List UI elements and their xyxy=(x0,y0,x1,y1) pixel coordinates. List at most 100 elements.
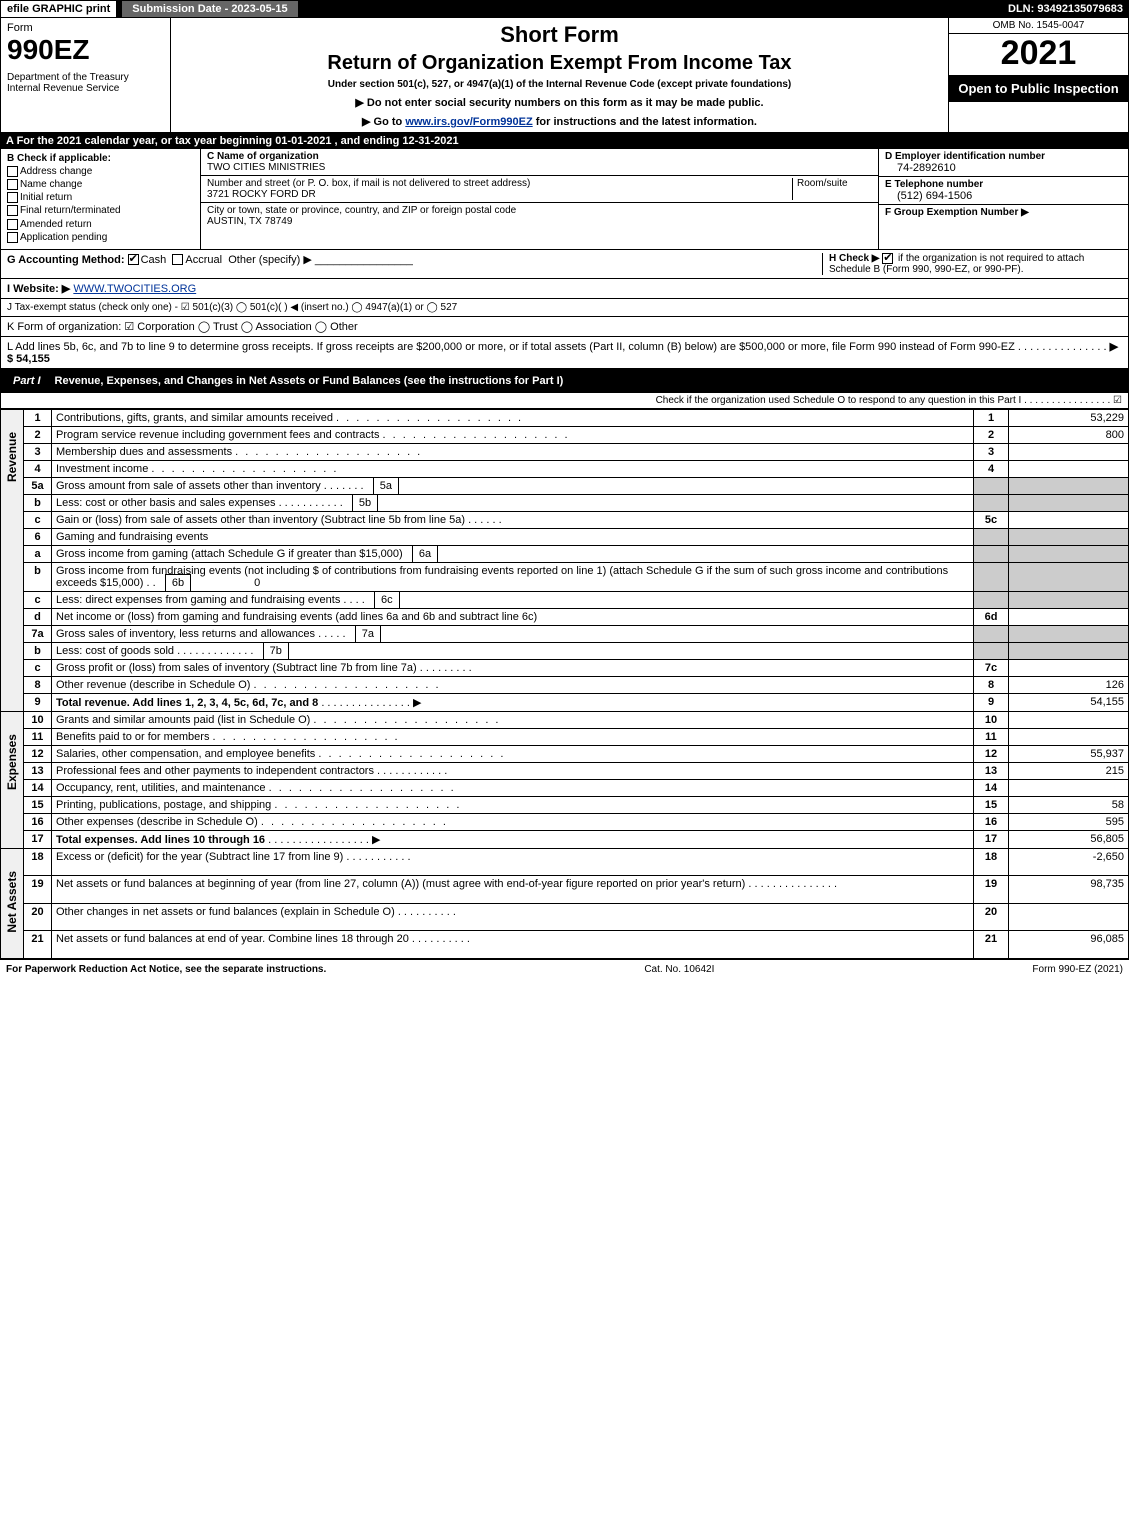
subline: 7a xyxy=(355,625,381,643)
line-desc: Gaming and fundraising events xyxy=(52,528,974,545)
cb-label: Final return/terminated xyxy=(20,206,121,217)
phone-value: (512) 694-1506 xyxy=(885,190,1122,202)
instr2-post: for instructions and the latest informat… xyxy=(533,116,757,128)
line-num: 18 xyxy=(974,848,1009,875)
line-num: 1 xyxy=(974,409,1009,426)
cash-label: Cash xyxy=(141,254,167,266)
org-name: TWO CITIES MINISTRIES xyxy=(207,162,325,173)
line-desc: Net income or (loss) from gaming and fun… xyxy=(52,608,974,625)
line-desc: Salaries, other compensation, and employ… xyxy=(56,748,315,760)
g-label: G Accounting Method: xyxy=(7,254,125,266)
e-row: E Telephone number (512) 694-1506 xyxy=(879,177,1128,205)
subline: 5a xyxy=(373,477,399,495)
room-label: Room/suite xyxy=(797,178,848,189)
part1-sub: Check if the organization used Schedule … xyxy=(0,393,1129,409)
line-num: 21 xyxy=(974,931,1009,958)
b-label: B Check if applicable: xyxy=(7,153,194,164)
c-name-row: C Name of organization TWO CITIES MINIST… xyxy=(201,149,878,176)
cb-initial-return[interactable]: Initial return xyxy=(7,192,194,203)
open-inspection: Open to Public Inspection xyxy=(949,75,1128,102)
line-desc: Printing, publications, postage, and shi… xyxy=(56,799,271,811)
subval: 0 xyxy=(200,577,260,589)
line-num: 14 xyxy=(974,779,1009,796)
other-label: Other (specify) ▶ xyxy=(228,254,312,266)
line-num: 11 xyxy=(974,728,1009,745)
cb-application-pending[interactable]: Application pending xyxy=(7,232,194,243)
line-amt: 56,805 xyxy=(1009,830,1129,848)
row-k: K Form of organization: ☑ Corporation ◯ … xyxy=(0,317,1129,337)
i-label: I Website: ▶ xyxy=(7,283,70,295)
row-i: I Website: ▶ WWW.TWOCITIES.ORG xyxy=(0,279,1129,299)
cb-cash[interactable] xyxy=(128,254,139,265)
line-desc: Benefits paid to or for members xyxy=(56,731,209,743)
cb-label: Amended return xyxy=(20,219,92,230)
department: Department of the Treasury Internal Reve… xyxy=(7,72,164,94)
c-street-label: Number and street (or P. O. box, if mail… xyxy=(207,178,530,189)
cb-label: Initial return xyxy=(20,192,72,203)
efile-label: efile GRAPHIC print xyxy=(0,0,117,18)
line-num: 4 xyxy=(974,460,1009,477)
form-word: Form xyxy=(7,22,164,34)
main-title: Return of Organization Exempt From Incom… xyxy=(177,52,942,75)
line-amt: 58 xyxy=(1009,796,1129,813)
subtitle: Under section 501(c), 527, or 4947(a)(1)… xyxy=(177,79,942,90)
irs-link[interactable]: www.irs.gov/Form990EZ xyxy=(405,116,532,128)
line-amt: 126 xyxy=(1009,676,1129,693)
line-desc: Gross amount from sale of assets other t… xyxy=(56,480,321,492)
subline: 7b xyxy=(263,642,289,660)
line-num: 3 xyxy=(974,443,1009,460)
row-l: L Add lines 5b, 6c, and 7b to line 9 to … xyxy=(0,337,1129,369)
subline: 6b xyxy=(165,574,191,592)
instruction-2: ▶ Go to www.irs.gov/Form990EZ for instru… xyxy=(177,115,942,128)
line-desc: Program service revenue including govern… xyxy=(56,429,379,441)
row-gh: G Accounting Method: Cash Accrual Other … xyxy=(0,250,1129,279)
line-desc: Net assets or fund balances at end of ye… xyxy=(56,933,409,945)
cb-accrual[interactable] xyxy=(172,254,183,265)
cb-final-return[interactable]: Final return/terminated xyxy=(7,205,194,216)
top-bar: efile GRAPHIC print Submission Date - 20… xyxy=(0,0,1129,18)
line-num: 19 xyxy=(974,876,1009,903)
line-desc: Gross profit or (loss) from sales of inv… xyxy=(56,662,417,674)
cb-label: Address change xyxy=(20,166,92,177)
submission-date: Submission Date - 2023-05-15 xyxy=(122,1,297,17)
line-desc: Gross income from gaming (attach Schedul… xyxy=(56,548,403,560)
line-desc: Less: cost of goods sold xyxy=(56,645,174,657)
subline: 5b xyxy=(352,494,378,512)
h-label: H Check ▶ xyxy=(829,253,879,264)
cb-address-change[interactable]: Address change xyxy=(7,166,194,177)
line-desc: Gain or (loss) from sale of assets other… xyxy=(56,514,465,526)
tax-year: 2021 xyxy=(949,34,1128,73)
section-bcdef: B Check if applicable: Address change Na… xyxy=(0,149,1129,250)
line-desc: Less: cost or other basis and sales expe… xyxy=(56,497,276,509)
line-desc: Membership dues and assessments xyxy=(56,446,232,458)
line-amt: 55,937 xyxy=(1009,745,1129,762)
part1-sub-text: Check if the organization used Schedule … xyxy=(656,395,1022,406)
line-amt: 595 xyxy=(1009,813,1129,830)
line-desc: Other revenue (describe in Schedule O) xyxy=(56,679,250,691)
cb-amended-return[interactable]: Amended return xyxy=(7,219,194,230)
instruction-1: ▶ Do not enter social security numbers o… xyxy=(177,96,942,109)
expenses-rotated: Expenses xyxy=(5,714,19,810)
line-num: 7c xyxy=(974,659,1009,676)
org-street: 3721 ROCKY FORD DR xyxy=(207,189,316,200)
subline: 6a xyxy=(412,545,438,563)
part1-header: Part I Revenue, Expenses, and Changes in… xyxy=(0,369,1129,393)
website-link[interactable]: WWW.TWOCITIES.ORG xyxy=(73,283,196,295)
line-num: 6d xyxy=(974,608,1009,625)
cb-h[interactable] xyxy=(882,253,893,264)
line-amt: 53,229 xyxy=(1009,409,1129,426)
line-amt xyxy=(1009,460,1129,477)
lines-table: Revenue 1Contributions, gifts, grants, a… xyxy=(0,409,1129,959)
line-num: 10 xyxy=(974,711,1009,728)
line-num: 5c xyxy=(974,511,1009,528)
org-city: AUSTIN, TX 78749 xyxy=(207,216,292,227)
line-desc: Excess or (deficit) for the year (Subtra… xyxy=(56,851,343,863)
cb-name-change[interactable]: Name change xyxy=(7,179,194,190)
line-num: 15 xyxy=(974,796,1009,813)
line-desc: Investment income xyxy=(56,463,148,475)
line-num: 12 xyxy=(974,745,1009,762)
line-desc: Professional fees and other payments to … xyxy=(56,765,374,777)
line-desc: Other expenses (describe in Schedule O) xyxy=(56,816,258,828)
form-number: 990EZ xyxy=(7,34,164,66)
part1-label: Part I xyxy=(7,373,47,389)
